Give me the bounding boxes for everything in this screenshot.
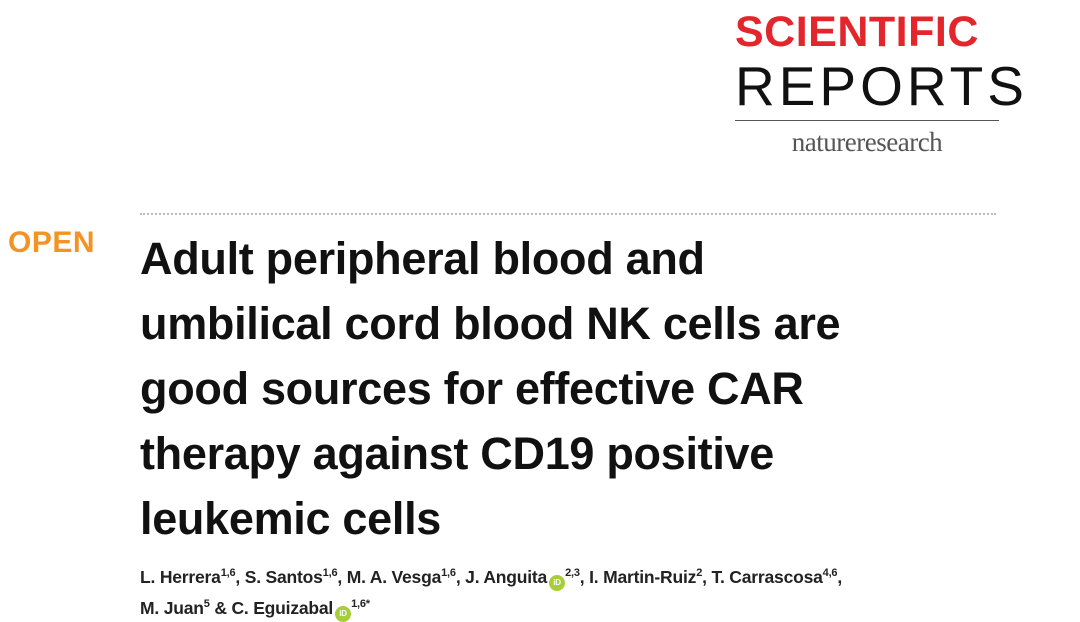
author-affiliation: 2,3 xyxy=(565,567,580,579)
author-affiliation: 1,6* xyxy=(351,597,370,610)
author-name[interactable]: M. A. Vesga xyxy=(346,566,442,587)
author-separator: , xyxy=(235,566,245,587)
logo-divider xyxy=(735,120,999,121)
journal-name-line1: SCIENTIFIC xyxy=(735,8,979,56)
author-separator: & xyxy=(209,597,232,618)
header-divider xyxy=(140,213,996,215)
author-separator: , xyxy=(702,566,712,587)
title-line: Adult peripheral blood and xyxy=(140,233,705,284)
author-separator: , xyxy=(837,566,843,587)
author-separator: , xyxy=(579,566,590,587)
title-line: leukemic cells xyxy=(140,493,442,544)
author-name[interactable]: J. Anguita xyxy=(465,566,548,587)
publisher-logo: natureresearch xyxy=(791,127,943,157)
author-separator: , xyxy=(455,566,466,587)
author-name[interactable]: S. Santos xyxy=(244,566,323,587)
author-affiliation: 2 xyxy=(696,567,703,579)
author-affiliation: 1,6 xyxy=(441,567,456,579)
title-line: good sources for effective CAR xyxy=(140,363,804,414)
author-name[interactable]: I. Martin-Ruiz xyxy=(589,566,697,587)
journal-name-line2: REPORTS xyxy=(735,55,1028,117)
orcid-icon[interactable]: iD xyxy=(549,574,566,591)
author-separator: , xyxy=(337,566,347,587)
title-line: umbilical cord blood NK cells are xyxy=(140,298,841,349)
author-name[interactable]: T. Carrascosa xyxy=(711,566,823,587)
author-affiliation: 1,6 xyxy=(322,567,338,579)
author-affiliation: 4,6 xyxy=(822,567,838,579)
open-access-badge: OPEN xyxy=(8,226,96,259)
author-list: L. Herrera1,6, S. Santos1,6, M. A. Vesga… xyxy=(140,560,1040,622)
author-affiliation: 1,6 xyxy=(220,567,236,579)
author-affiliation: 5 xyxy=(203,597,210,610)
author-name[interactable]: C. Eguizabal xyxy=(231,597,334,618)
orcid-icon[interactable]: iD xyxy=(335,605,352,622)
author-name[interactable]: M. Juan xyxy=(140,597,204,618)
journal-logo: SCIENTIFIC REPORTS xyxy=(735,8,1028,117)
article-title: Adult peripheral blood and umbilical cor… xyxy=(140,226,1040,551)
title-line: therapy against CD19 positive xyxy=(140,428,775,479)
author-name[interactable]: L. Herrera xyxy=(140,566,221,587)
